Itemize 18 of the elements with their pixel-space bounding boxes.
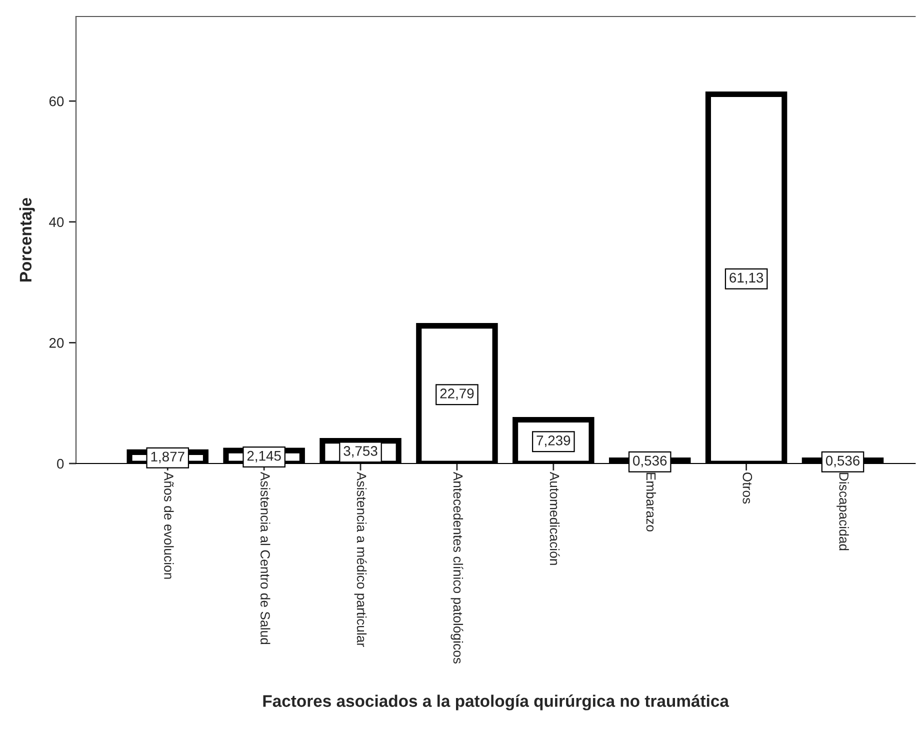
x-tick-label: Embarazo <box>646 472 656 532</box>
data-label: 61,13 <box>730 272 764 284</box>
y-tick-label: 20 <box>49 338 64 348</box>
x-tick-label: Antecedentes clínico patológicos <box>450 472 464 664</box>
y-axis-title: Porcentaje <box>19 198 35 282</box>
data-label: 22,79 <box>440 388 474 400</box>
y-tick-label: 0 <box>57 458 64 469</box>
x-tick-label: Automedicación <box>550 472 560 565</box>
x-tick-label: Años de evolucion <box>164 472 174 579</box>
x-axis-title: Factores asociados a la patología quirúrgica no traumática <box>263 694 730 710</box>
data-label: 7,239 <box>536 436 570 448</box>
x-tick-label: Asistencia al Centro de Salud <box>260 472 270 644</box>
y-tick-label: 60 <box>49 96 64 106</box>
y-tick-label: 40 <box>49 217 64 228</box>
x-tick-label: Discapacidad <box>836 472 849 550</box>
x-tick-label: Asistencia a médico particular <box>354 472 367 647</box>
data-label: 3,753 <box>344 446 378 458</box>
x-tick-label: Otros <box>742 472 752 504</box>
